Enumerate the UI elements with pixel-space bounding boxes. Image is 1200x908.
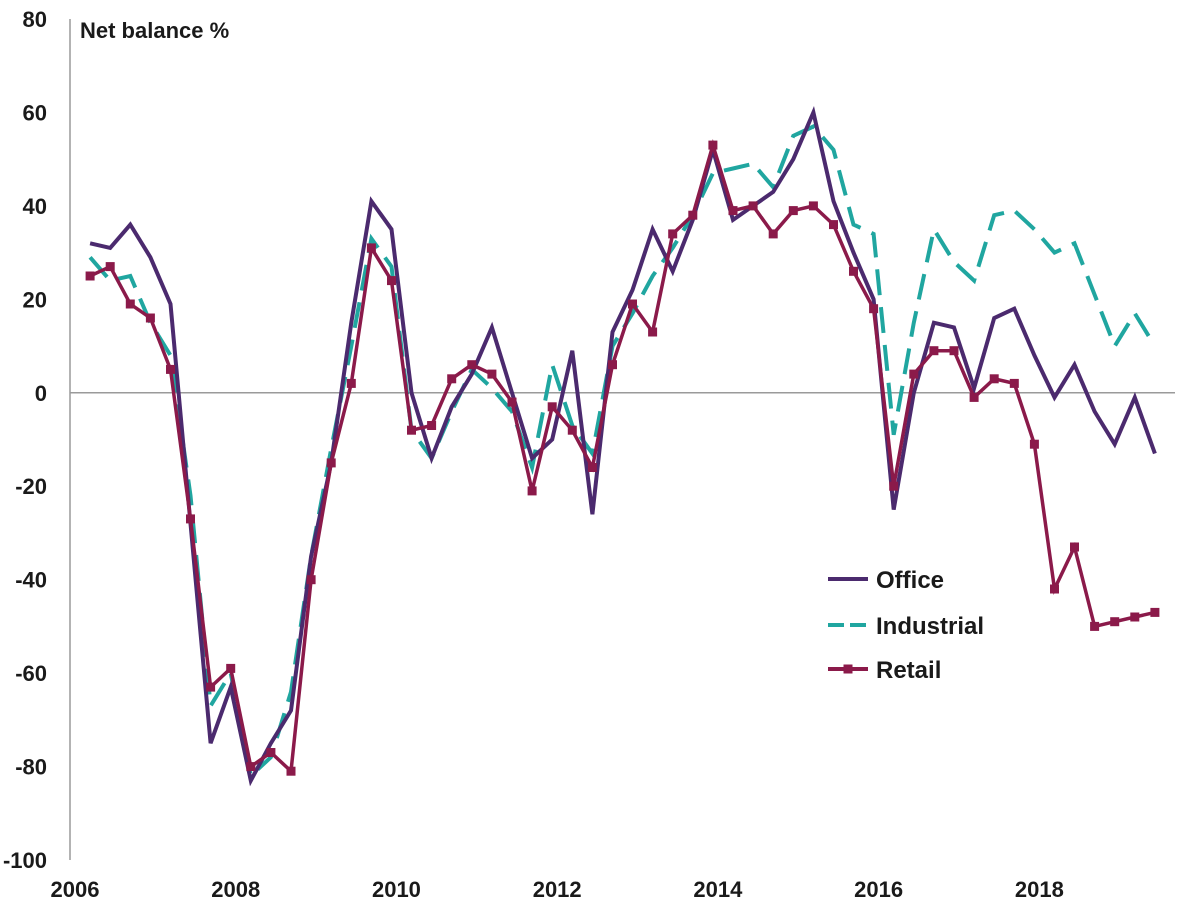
data-point-retail [166,364,175,374]
data-point-retail [527,486,537,496]
data-point-retail [808,201,818,211]
axes-layer [69,19,1175,860]
legend-label-industrial: Industrial [876,613,984,640]
data-point-retail [748,201,758,211]
data-point-retail [1050,584,1059,594]
y-tick-label: -60 [15,661,47,686]
data-point-retail [708,140,718,150]
data-point-retail [608,360,617,370]
series-industrial [88,124,1157,780]
x-tick-label: 2006 [51,877,100,902]
y-tick-label: 60 [23,100,47,125]
data-point-retail [969,392,979,402]
data-point-retail [286,766,296,776]
data-point-retail [105,262,115,272]
data-point-retail [1009,378,1019,388]
data-point-retail [628,299,637,309]
x-tick-label: 2018 [1015,877,1064,902]
data-point-retail [1130,612,1140,622]
data-point-retail [668,229,678,239]
data-point-retail [326,458,336,468]
data-point-retail [186,514,195,524]
data-point-retail [587,463,597,472]
data-point-retail [1029,439,1039,449]
data-point-retail [648,327,658,337]
data-point-retail [206,682,216,692]
y-tick-label: -100 [3,848,47,873]
data-point-retail [788,206,798,216]
data-point-retail [989,374,999,384]
data-point-retail [547,402,557,412]
data-point-retail [869,304,879,314]
y-tick-label: 20 [23,287,47,312]
data-point-retail [145,313,155,323]
legend-item-office: Office [828,567,944,594]
legend-label-retail: Retail [876,657,941,684]
legend-marker-retail [843,664,853,674]
x-tick-labels: 2006 2008 2010 2012 2014 2016 2018 [51,877,1064,902]
data-point-retail [949,346,959,356]
data-point-retail [447,374,457,384]
data-point-retail [125,299,135,309]
x-tick-label: 2014 [693,877,743,902]
data-point-retail [1090,621,1100,631]
data-point-retail [1070,542,1079,552]
data-point-retail [849,266,858,276]
data-point-retail [366,243,376,253]
data-point-retail [1150,607,1160,617]
data-point-retail [427,421,437,430]
y-tick-label: -40 [15,568,47,593]
data-point-retail [768,229,778,239]
y-tick-label: 0 [35,381,47,406]
series-line-office [89,105,1157,787]
series-line-retail [89,138,1156,775]
data-point-retail [346,378,356,388]
x-tick-label: 2016 [854,877,903,902]
data-point-retail [728,206,738,216]
series-line-industrial [88,124,1157,780]
data-point-retail [226,663,236,673]
data-point-retail [85,271,95,281]
series-office [89,105,1157,787]
data-point-retail [929,346,939,356]
y-tick-label: -20 [15,474,47,499]
data-point-retail [909,369,919,379]
y-tick-label: -80 [15,755,47,780]
series-retail [85,138,1160,776]
y-tick-labels: -100 -80 -60 -40 -20 0 20 40 60 80 [3,7,47,873]
legend-item-industrial: Industrial [828,613,984,640]
data-point-retail [467,360,477,370]
legend: Office Industrial Retail [828,567,984,684]
data-point-retail [889,481,899,491]
data-point-retail [246,762,256,772]
data-point-retail [407,425,416,435]
y-tick-label: 80 [23,7,47,32]
x-tick-label: 2008 [211,877,260,902]
x-tick-label: 2010 [372,877,421,902]
y-tick-label: 40 [23,194,47,219]
data-point-retail [507,397,517,407]
legend-item-retail: Retail [828,657,941,684]
data-point-retail [266,748,276,757]
x-tick-label: 2012 [533,877,582,902]
data-point-retail [306,575,316,585]
series-layer [85,105,1160,787]
data-point-retail [1110,617,1120,627]
data-point-retail [487,369,497,379]
data-point-retail [387,276,396,286]
legend-label-office: Office [876,567,944,594]
y-axis-label: Net balance % [80,18,229,43]
data-point-retail [567,425,577,435]
data-point-retail [688,210,698,220]
data-point-retail [829,220,838,230]
